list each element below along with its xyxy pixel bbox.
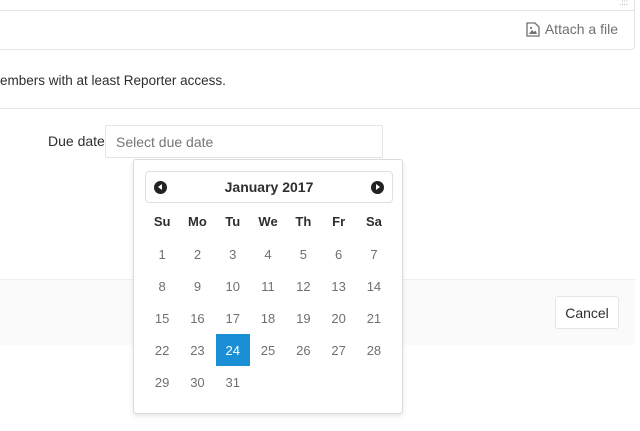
calendar-day[interactable]: 5 (299, 246, 307, 262)
calendar-day[interactable]: 29 (154, 374, 170, 390)
calendar-day[interactable]: 7 (370, 246, 378, 262)
calendar-day[interactable]: 21 (366, 310, 382, 326)
calendar-day[interactable]: 28 (366, 342, 382, 358)
calendar-day[interactable]: 10 (225, 278, 240, 294)
weekday-header: Su (153, 213, 171, 229)
calendar-day[interactable]: 6 (335, 246, 343, 262)
calendar-day[interactable]: 25 (260, 342, 276, 358)
calendar-day[interactable]: 8 (158, 278, 166, 294)
calendar-day[interactable]: 15 (154, 310, 170, 326)
month-title: January 2017 (224, 179, 314, 195)
weekday-header: We (258, 213, 278, 229)
calendar-week: 15 16 17 18 19 20 21 (145, 302, 391, 334)
description-editor[interactable]: .::: (0, 0, 635, 50)
calendar-day[interactable]: 14 (366, 278, 382, 294)
calendar-week: 29 30 31 (145, 366, 391, 398)
image-file-icon (526, 21, 540, 37)
calendar-day[interactable]: 2 (193, 246, 202, 262)
calendar-day[interactable]: 17 (225, 310, 240, 326)
calendar-day[interactable]: 31 (225, 374, 240, 390)
calendar-day[interactable]: 16 (190, 310, 205, 326)
weekday-header: Th (295, 213, 312, 229)
calendar-empty-cell (251, 366, 285, 398)
calendar-day[interactable]: 1 (158, 246, 166, 262)
calendar-day[interactable]: 9 (193, 278, 202, 294)
calendar-empty-cell (357, 366, 391, 398)
calendar-day[interactable]: 12 (296, 278, 311, 294)
calendar-day[interactable]: 30 (190, 374, 205, 390)
previous-month-icon[interactable] (154, 181, 167, 194)
resize-handle-icon[interactable]: .::: (619, 0, 628, 7)
calendar-day[interactable]: 18 (260, 310, 276, 326)
calendar-day[interactable]: 26 (296, 342, 311, 358)
weekday-header: Sa (365, 213, 382, 229)
section-divider (0, 108, 640, 109)
calendar-day[interactable]: 27 (331, 342, 346, 358)
calendar-week: 1 2 3 4 5 6 7 (145, 238, 391, 270)
calendar-day[interactable]: 22 (154, 342, 170, 358)
calendar-grid: Su Mo Tu We Th Fr Sa 1 2 3 4 5 6 7 8 9 10 11 12 13 14 15 16 17… (144, 204, 392, 398)
calendar-day[interactable]: 13 (331, 278, 346, 294)
calendar-week: 8 9 10 11 12 13 14 (145, 270, 391, 302)
attach-file-button[interactable]: Attach a file (526, 21, 618, 37)
calendar-day[interactable]: 3 (229, 246, 237, 262)
datepicker-header: January 2017 (145, 171, 393, 203)
calendar-day[interactable]: 20 (331, 310, 346, 326)
weekday-header: Tu (225, 213, 241, 229)
attach-file-label: Attach a file (544, 21, 618, 37)
calendar-day[interactable]: 24 (215, 334, 250, 366)
datepicker: January 2017 Su Mo Tu We Th Fr Sa 1 2 3 4 5 6 7 8 9 10 1… (133, 159, 403, 414)
due-date-label: Due date (48, 133, 105, 149)
calendar-day[interactable]: 4 (264, 246, 272, 262)
due-date-input[interactable] (105, 125, 383, 158)
cancel-button[interactable]: Cancel (555, 296, 619, 329)
weekday-header: Fr (332, 213, 346, 229)
next-month-icon[interactable] (371, 181, 384, 194)
editor-divider (0, 10, 634, 11)
calendar-day[interactable]: 11 (261, 278, 275, 294)
confidential-hint: embers with at least Reporter access. (0, 73, 226, 88)
calendar-day[interactable]: 19 (296, 310, 311, 326)
calendar-week: 22 23 24 25 26 27 28 (145, 334, 391, 366)
calendar-empty-cell (321, 366, 355, 398)
weekday-header: Mo (188, 213, 207, 229)
calendar-day[interactable]: 23 (190, 342, 205, 358)
calendar-empty-cell (286, 366, 320, 398)
